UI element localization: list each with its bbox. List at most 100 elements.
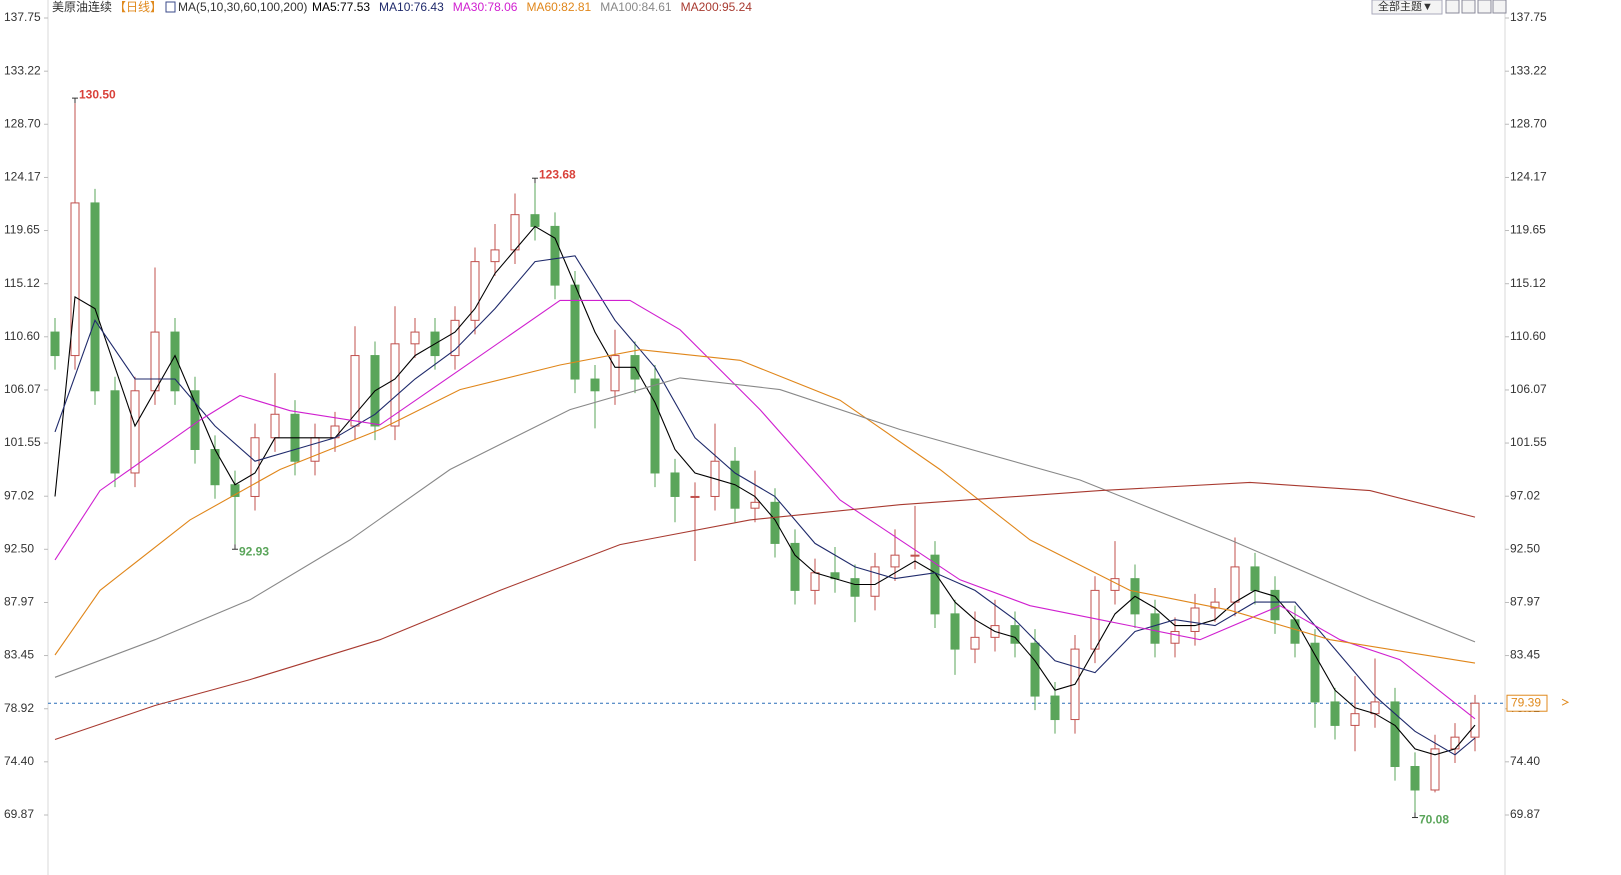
candle-body bbox=[390, 343, 400, 427]
last-price-arrow bbox=[1561, 698, 1570, 706]
ma-line bbox=[54, 255, 1476, 756]
y-tick-label: 97.02 bbox=[4, 488, 34, 502]
legend-entry: MA200:95.24 bbox=[681, 0, 753, 14]
y2-tick-label: 74.40 bbox=[1510, 754, 1540, 768]
candle-body bbox=[1150, 613, 1160, 644]
legend-entry: MA30:78.06 bbox=[453, 0, 518, 14]
candle-body bbox=[1030, 642, 1040, 697]
candle-body bbox=[550, 225, 560, 286]
candle-body bbox=[1050, 695, 1060, 721]
candle-body bbox=[950, 613, 960, 650]
candle-body bbox=[790, 542, 800, 591]
candle-body bbox=[1370, 701, 1380, 715]
y-tick-label: 133.22 bbox=[4, 63, 41, 77]
candle-body bbox=[1350, 713, 1360, 726]
legend-entry: MA60:82.81 bbox=[526, 0, 591, 14]
candle-body bbox=[450, 319, 460, 357]
y-tick-label: 92.50 bbox=[4, 541, 34, 555]
candle-body bbox=[70, 202, 80, 357]
y-tick-label: 110.60 bbox=[4, 329, 40, 343]
candle-body bbox=[1310, 642, 1320, 703]
candle-body bbox=[610, 355, 620, 392]
candle-body bbox=[170, 331, 180, 392]
candle-body bbox=[530, 214, 540, 227]
y2-tick-label: 110.60 bbox=[1510, 329, 1546, 343]
last-price-label: 79.39 bbox=[1511, 695, 1541, 709]
candle-body bbox=[810, 572, 820, 591]
y-tick-label: 78.92 bbox=[4, 701, 34, 715]
candle-body bbox=[490, 249, 500, 263]
candle-body bbox=[930, 554, 940, 615]
candle-body bbox=[670, 472, 680, 497]
y-tick-label: 106.07 bbox=[4, 382, 41, 396]
candle-body bbox=[750, 501, 760, 509]
theme-button[interactable] bbox=[1371, 0, 1443, 15]
y-tick-label: 137.75 bbox=[4, 10, 41, 24]
tool-icon[interactable] bbox=[1445, 0, 1460, 14]
candle-body bbox=[1290, 619, 1300, 644]
y2-tick-label: 87.97 bbox=[1510, 595, 1540, 609]
chart-title: 美原油连续 bbox=[52, 0, 112, 14]
y-tick-label: 124.17 bbox=[4, 170, 41, 184]
candle-body bbox=[1210, 601, 1220, 609]
candle-body bbox=[250, 437, 260, 497]
candle-body bbox=[570, 284, 580, 380]
y-tick-label: 74.40 bbox=[4, 754, 34, 768]
candle-body bbox=[1010, 625, 1020, 644]
y2-tick-label: 106.07 bbox=[1510, 382, 1547, 396]
y2-tick-label: 124.17 bbox=[1510, 170, 1547, 184]
candle-body bbox=[270, 413, 280, 439]
candle-body bbox=[510, 214, 520, 251]
ma-spec: MA(5,10,30,60,100,200) bbox=[178, 0, 307, 14]
y2-tick-label: 92.50 bbox=[1510, 541, 1540, 555]
candle-body bbox=[1190, 607, 1200, 632]
candle-body bbox=[1270, 589, 1280, 621]
legend-entry: MA10:76.43 bbox=[379, 0, 444, 14]
candle-body bbox=[310, 437, 320, 462]
tool-icon[interactable] bbox=[1461, 0, 1476, 14]
candle-body bbox=[350, 355, 360, 427]
y2-tick-label: 119.65 bbox=[1510, 223, 1546, 237]
annotation-label: 70.08 bbox=[1419, 813, 1449, 827]
y-tick-label: 69.87 bbox=[4, 807, 34, 821]
y-tick-label: 128.70 bbox=[4, 116, 41, 130]
ma-line bbox=[54, 225, 1476, 756]
y-tick-label: 87.97 bbox=[4, 595, 34, 609]
candle-body bbox=[1410, 766, 1420, 791]
ma-icon bbox=[165, 1, 176, 13]
candle-body bbox=[910, 554, 920, 557]
y2-tick-label: 69.87 bbox=[1510, 807, 1540, 821]
candle-body bbox=[410, 331, 420, 345]
y2-tick-label: 133.22 bbox=[1510, 63, 1547, 77]
candle-body bbox=[110, 390, 120, 474]
candle-body bbox=[1330, 701, 1340, 726]
candle-body bbox=[1470, 702, 1480, 738]
legend-entry: MA100:84.61 bbox=[600, 0, 672, 14]
y-tick-label: 83.45 bbox=[4, 648, 34, 662]
candle-body bbox=[1170, 630, 1180, 644]
legend-entry: MA5:77.53 bbox=[312, 0, 370, 14]
theme-button-label[interactable]: 全部主题▼ bbox=[1378, 0, 1433, 13]
ma-line bbox=[54, 481, 1476, 741]
ma-line bbox=[54, 349, 1476, 664]
candle-body bbox=[770, 501, 780, 544]
y2-tick-label: 137.75 bbox=[1510, 10, 1547, 24]
candle-body bbox=[50, 331, 60, 357]
tool-icon[interactable] bbox=[1477, 0, 1492, 14]
candle-body bbox=[590, 378, 600, 392]
y-tick-label: 119.65 bbox=[4, 223, 40, 237]
candle-body bbox=[90, 202, 100, 392]
tool-icon[interactable] bbox=[1492, 0, 1507, 14]
ma-line bbox=[54, 377, 1476, 678]
candle-body bbox=[470, 261, 480, 321]
candle-body bbox=[1430, 748, 1440, 791]
last-price-box bbox=[1506, 694, 1548, 712]
annotation-label: 92.93 bbox=[239, 544, 269, 558]
y2-tick-label: 97.02 bbox=[1510, 488, 1540, 502]
annotation-label: 130.50 bbox=[79, 87, 116, 101]
candle-body bbox=[870, 566, 880, 597]
candle-body bbox=[1390, 701, 1400, 768]
candle-body bbox=[890, 554, 900, 568]
